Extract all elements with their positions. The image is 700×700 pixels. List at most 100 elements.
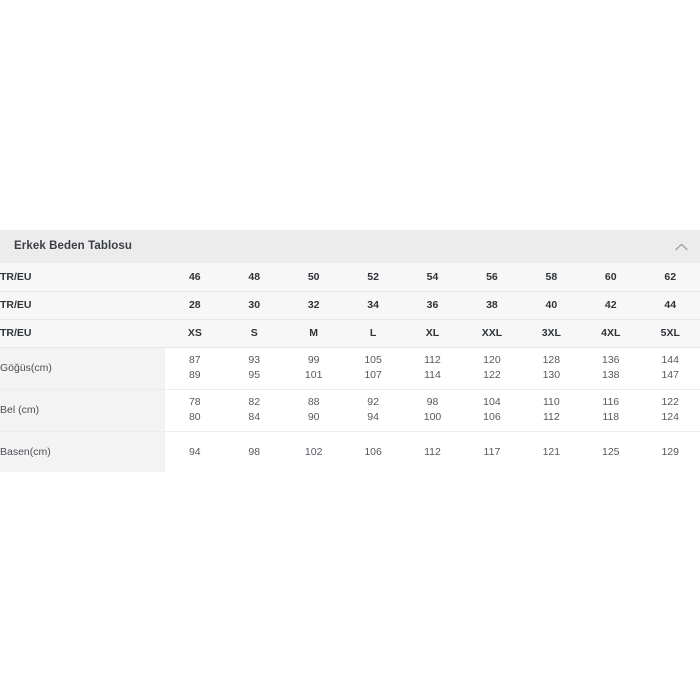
row-label: Bel (cm) <box>0 389 166 432</box>
table-cell: 129 <box>640 431 700 472</box>
table-cell: 82 84 <box>224 389 284 432</box>
table-cell: 98 100 <box>402 389 463 432</box>
table-cell: 93 95 <box>224 347 284 390</box>
table-cell: 112 114 <box>402 347 463 390</box>
table-cell: 92 94 <box>343 389 403 432</box>
table-cell: 120 122 <box>462 347 522 390</box>
cell-value-max: 130 <box>542 369 561 381</box>
table-cell: 112 <box>402 431 463 472</box>
table-cell: 99 101 <box>283 347 344 390</box>
row-label: TR/EU <box>0 291 166 320</box>
table-cell: 116 118 <box>581 389 641 432</box>
cell-value-min: 93 <box>248 354 261 366</box>
table-cell: 144 147 <box>640 347 700 390</box>
cell-value-min: 92 <box>367 396 379 408</box>
table-cell: 30 <box>224 291 284 320</box>
cell-value-max: 118 <box>602 411 620 423</box>
table-cell: 44 <box>640 291 700 320</box>
table-cell: 3XL <box>521 319 582 348</box>
cell-value-min: 122 <box>661 396 679 408</box>
row-label: Göğüs(cm) <box>0 347 166 390</box>
table-row: Göğüs(cm) 87 89 93 95 99 101 105 <box>0 347 700 390</box>
table-cell: 46 <box>165 263 225 292</box>
cell-value-min: 128 <box>542 354 561 366</box>
table-row: TR/EU XS S M L XL XXL 3XL 4XL 5XL <box>0 319 700 348</box>
cell-value-min: 78 <box>188 396 201 408</box>
table-cell: 106 <box>343 431 403 472</box>
table-cell: 128 130 <box>521 347 582 390</box>
table-cell: 56 <box>462 263 522 292</box>
size-chart-accordion-header[interactable]: Erkek Beden Tablosu <box>0 230 700 263</box>
cell-value-max: 94 <box>367 411 379 423</box>
table-cell: 52 <box>343 263 403 292</box>
table-cell: 5XL <box>640 319 700 348</box>
cell-value-min: 88 <box>307 396 320 408</box>
table-cell: 34 <box>343 291 403 320</box>
table-cell: 50 <box>283 263 344 292</box>
cell-value-max: 90 <box>307 411 320 423</box>
table-cell: 105 107 <box>343 347 403 390</box>
table-cell: 125 <box>581 431 641 472</box>
size-chart-table: TR/EU 46 48 50 52 54 56 58 60 62 TR/EU 2… <box>0 263 700 472</box>
cell-value-max: 147 <box>661 369 679 381</box>
table-cell: 98 <box>224 431 284 472</box>
cell-value-max: 122 <box>483 369 501 381</box>
table-cell: 40 <box>521 291 582 320</box>
cell-value-max: 112 <box>542 411 560 423</box>
row-label: TR/EU <box>0 263 166 292</box>
size-chart-card: Erkek Beden Tablosu TR/EU 46 48 <box>0 230 700 472</box>
cell-value-min: 98 <box>426 396 439 408</box>
table-row: Basen(cm) 94 98 102 106 112 117 121 125 … <box>0 431 700 472</box>
table-cell: 62 <box>640 263 700 292</box>
cell-value-max: 107 <box>364 369 382 381</box>
table-cell: 38 <box>462 291 522 320</box>
table-cell: 4XL <box>581 319 641 348</box>
size-chart-table-body: TR/EU 46 48 50 52 54 56 58 60 62 TR/EU 2… <box>0 263 700 472</box>
cell-value-max: 84 <box>248 411 261 423</box>
cell-value-max: 89 <box>188 369 201 381</box>
table-cell: XL <box>402 319 463 348</box>
table-cell: 122 124 <box>640 389 700 432</box>
cell-value-max: 101 <box>304 369 323 381</box>
table-cell: 88 90 <box>283 389 344 432</box>
table-cell: 54 <box>402 263 463 292</box>
table-cell: 104 106 <box>462 389 522 432</box>
table-cell: 87 89 <box>165 347 225 390</box>
cell-value-min: 136 <box>602 354 620 366</box>
page-title: Erkek Beden Tablosu <box>14 239 133 252</box>
table-cell: XXL <box>462 319 522 348</box>
cell-value-min: 144 <box>661 354 679 366</box>
table-cell: 102 <box>283 431 344 472</box>
table-cell: 42 <box>581 291 641 320</box>
table-row: TR/EU 46 48 50 52 54 56 58 60 62 <box>0 263 700 292</box>
table-cell: XS <box>165 319 225 348</box>
chevron-up-icon[interactable] <box>668 230 694 263</box>
cell-value-min: 87 <box>188 354 201 366</box>
cell-value-max: 95 <box>248 369 261 381</box>
cell-value-min: 99 <box>307 354 320 366</box>
cell-value-max: 138 <box>602 369 620 381</box>
table-cell: S <box>224 319 284 348</box>
table-cell: 28 <box>165 291 225 320</box>
cell-value-max: 80 <box>188 411 201 423</box>
table-row: Bel (cm) 78 80 82 84 88 90 92 <box>0 389 700 432</box>
table-cell: 94 <box>165 431 225 472</box>
cell-value-max: 124 <box>661 411 679 423</box>
cell-value-min: 116 <box>602 396 620 408</box>
table-row: TR/EU 28 30 32 34 36 38 40 42 44 <box>0 291 700 320</box>
table-cell: M <box>283 319 344 348</box>
table-cell: 121 <box>521 431 582 472</box>
table-cell: 36 <box>402 291 463 320</box>
table-cell: 136 138 <box>581 347 641 390</box>
table-cell: 60 <box>581 263 641 292</box>
row-label: Basen(cm) <box>0 431 166 472</box>
table-cell: 78 80 <box>165 389 225 432</box>
cell-value-min: 105 <box>364 354 382 366</box>
cell-value-min: 82 <box>248 396 261 408</box>
cell-value-min: 104 <box>483 396 501 408</box>
table-cell: L <box>343 319 403 348</box>
table-cell: 117 <box>462 431 522 472</box>
cell-value-min: 110 <box>542 396 560 408</box>
cell-value-min: 112 <box>424 354 441 366</box>
